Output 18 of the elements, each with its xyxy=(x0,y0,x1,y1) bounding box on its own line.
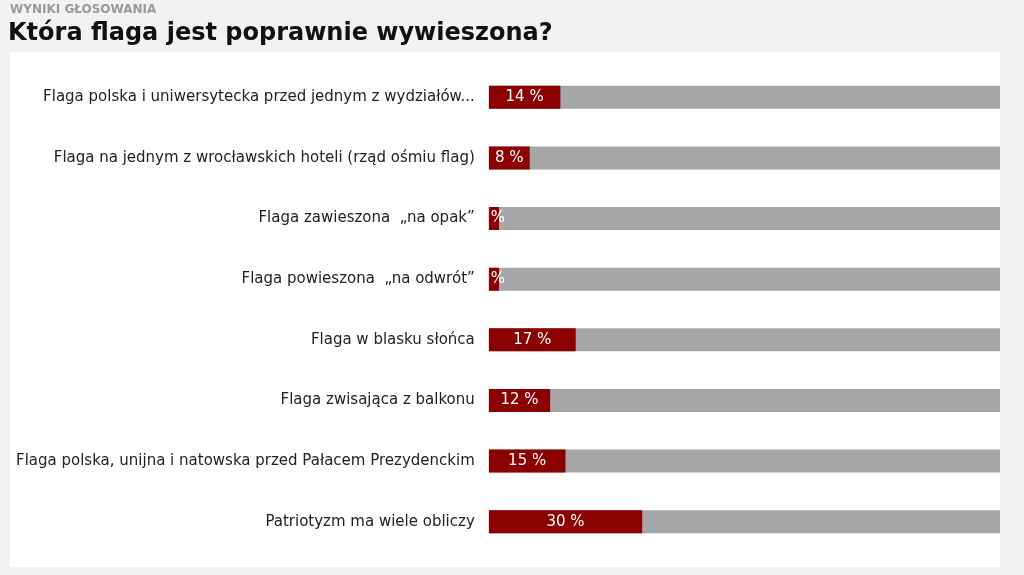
data-label: 15 % xyxy=(508,450,547,469)
bar xyxy=(488,510,643,534)
y-tick-label: Flaga zawieszona „na opak” xyxy=(258,208,475,227)
data-label: 8 % xyxy=(494,147,524,166)
data-label: 12 % xyxy=(500,390,539,409)
y-tick-label: Flaga w blasku słońca xyxy=(310,329,475,348)
y-tick-label: Flaga powieszona „na odwrót” xyxy=(241,269,475,288)
text: Która flaga jest poprawnie wywieszona? xyxy=(7,17,554,48)
y-tick-label: Flaga polska i uniwersytecka przed jednym z wydziałów... xyxy=(43,87,475,106)
y-tick-label: Patriotyzm ma wiele obliczy xyxy=(265,511,475,530)
bar xyxy=(488,328,576,352)
text: WYNIKI GŁOSOWANIA xyxy=(9,1,158,16)
y-tick-label: Flaga zwisająca z balkonu xyxy=(280,390,475,409)
y-tick-label: Flaga polska, unijna i natowska przed Pałacem Prezydenckim xyxy=(16,450,475,469)
data-label: 30 % xyxy=(546,511,585,530)
data-label: 17 % xyxy=(513,329,552,348)
y-tick-label: Flaga na jednym z wrocławskich hoteli (rząd ośmiu flag) xyxy=(53,147,475,166)
data-label: 14 % xyxy=(505,87,544,106)
